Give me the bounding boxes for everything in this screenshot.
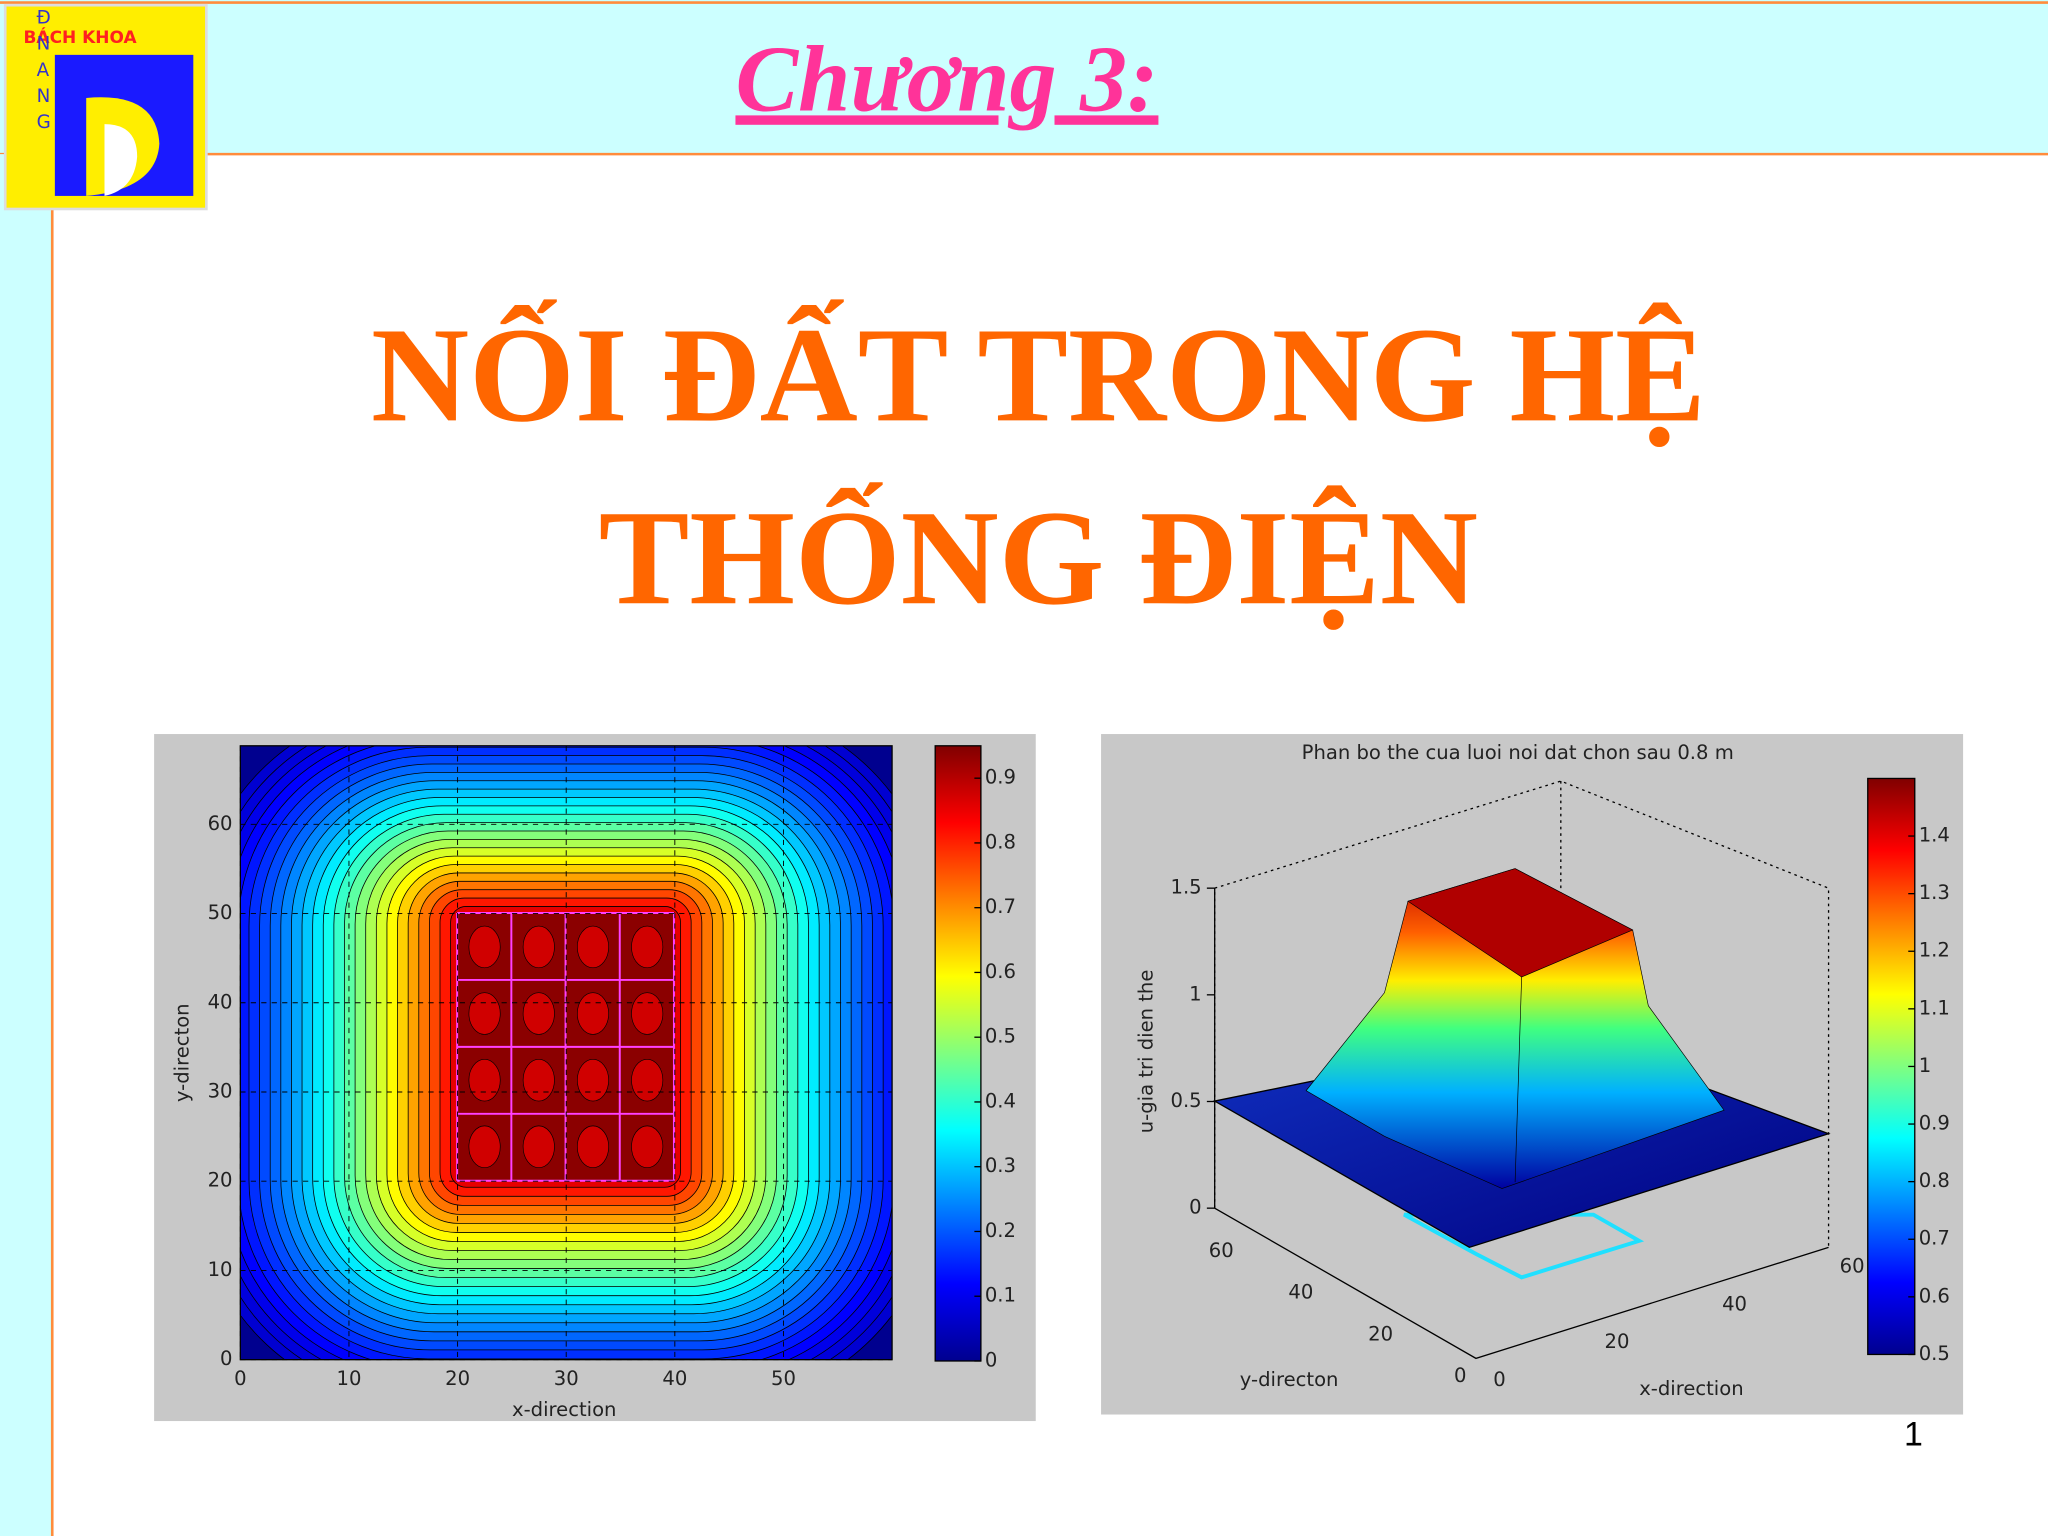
hot-spot (631, 925, 664, 969)
hot-spot (576, 925, 609, 969)
y-tick-label: 40 (1288, 1281, 1313, 1304)
hot-spot (631, 992, 664, 1035)
colorbar-label: 0.8 (985, 830, 1016, 853)
x-tick-label: 60 (1840, 1254, 1865, 1277)
x-tick-label: 20 (1605, 1330, 1630, 1353)
colorbar-label: 0.7 (985, 895, 1016, 918)
colorbar-label: 0.1 (985, 1284, 1016, 1307)
x-tick-label: 10 (336, 1367, 361, 1390)
z-tick-label: 0.5 (1170, 1089, 1201, 1112)
hot-spot (522, 1125, 555, 1168)
x-tick-label: 0 (234, 1367, 246, 1390)
colorbar-label: 1.4 (1919, 824, 1950, 847)
y-tick-label: 0 (1454, 1364, 1466, 1387)
colorbar-label: 0.5 (985, 1025, 1016, 1048)
colorbar-label: 1 (1919, 1054, 1931, 1077)
x-tick-label: 40 (662, 1367, 687, 1390)
colorbar-label: 1.3 (1919, 881, 1950, 904)
logo-text: BÁCH KHOA (24, 26, 138, 48)
x-tick-label: 50 (771, 1367, 796, 1390)
colorbar-label: 0.8 (1919, 1169, 1950, 1192)
logo-letter: G (37, 112, 51, 133)
y-tick-label: 30 (208, 1079, 233, 1102)
colorbar-label: 0.3 (985, 1154, 1016, 1177)
page-number: 1 (1904, 1416, 1923, 1454)
y-tick-label: 60 (208, 812, 233, 835)
hot-spot (468, 1125, 501, 1168)
hot-spot (576, 1125, 609, 1168)
header-band (0, 0, 2048, 155)
surface-plot (1212, 780, 1831, 1360)
logo-letter: Đ (37, 8, 51, 29)
colorbar-label: 0.6 (985, 960, 1016, 983)
logo-letter: N (37, 86, 51, 107)
hot-spot (522, 992, 555, 1035)
colorbar-label: 0.9 (985, 766, 1016, 789)
logo-letter: N (37, 34, 51, 55)
y-tick-label: 10 (208, 1258, 233, 1281)
hot-spot (576, 992, 609, 1035)
z-tick-label: 1.5 (1170, 876, 1201, 899)
colorbar-label: 0.7 (1919, 1227, 1950, 1250)
y-tick-label: 60 (1209, 1239, 1234, 1262)
hot-spot (468, 1058, 501, 1102)
x-tick-label: 0 (1493, 1368, 1505, 1391)
colorbar (934, 745, 982, 1362)
x-axis-label: x-direction (1639, 1377, 1743, 1400)
logo-letter: A (37, 60, 50, 81)
hot-spot (468, 992, 501, 1035)
colorbar-label: 0.2 (985, 1219, 1016, 1242)
hot-spot (631, 1058, 664, 1102)
y-axis-label: y-directon (1240, 1368, 1339, 1391)
hot-spot (576, 1058, 609, 1102)
hot-spot (631, 1125, 664, 1168)
hot-spot (468, 925, 501, 969)
figure-title: Phan bo the cua luoi noi dat chon sau 0.… (1302, 741, 1734, 764)
z-tick-label: 0 (1189, 1196, 1201, 1219)
y-tick-label: 20 (1368, 1322, 1393, 1345)
y-tick-label: 50 (208, 901, 233, 924)
y-tick-label: 40 (208, 990, 233, 1013)
colorbar-label: 0.6 (1919, 1284, 1950, 1307)
colorbar-label: 0.5 (1919, 1342, 1950, 1365)
colorbar-label: 0 (985, 1348, 997, 1371)
x-tick-label: 20 (445, 1367, 470, 1390)
x-tick-label: 30 (554, 1367, 579, 1390)
hot-spot (522, 925, 555, 969)
z-tick-label: 1 (1189, 982, 1201, 1005)
side-band (0, 154, 53, 1536)
colorbar-label: 0.4 (985, 1089, 1016, 1112)
hot-spot (522, 1058, 555, 1102)
y-tick-label: 0 (220, 1347, 232, 1370)
z-axis-label: u-gia tri dien the (1134, 970, 1157, 1134)
colorbar-label: 0.9 (1919, 1112, 1950, 1135)
chapter-heading: Chương 3: (735, 27, 1158, 131)
y-tick-label: 20 (208, 1169, 233, 1192)
title-line: THỐNG ĐIỆN (599, 481, 1478, 633)
x-axis-label: x-direction (512, 1398, 616, 1421)
y-axis-label: y-directon (170, 1003, 193, 1102)
logo (3, 3, 208, 211)
title-line: NỐI ĐẤT TRONG HỆ (371, 298, 1706, 450)
colorbar-label: 1.2 (1919, 939, 1950, 962)
colorbar (1867, 777, 1916, 1356)
x-tick-label: 40 (1722, 1292, 1747, 1315)
colorbar-label: 1.1 (1919, 996, 1950, 1019)
